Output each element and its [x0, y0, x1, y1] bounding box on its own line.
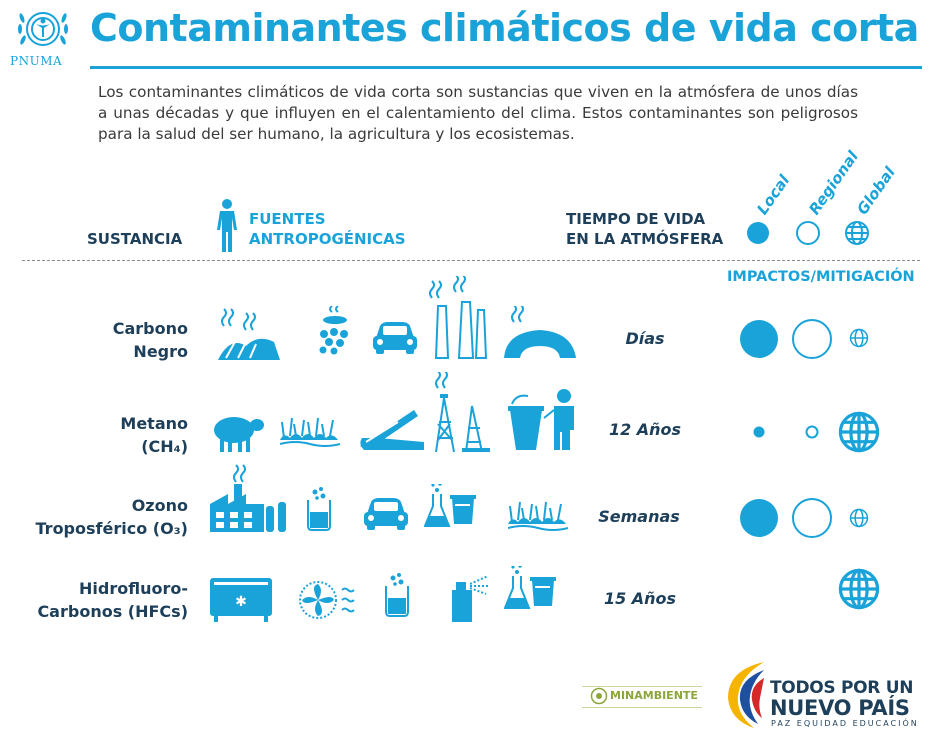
refrigerator-icon: ✱ [210, 578, 272, 622]
substance-name: Metano [120, 414, 188, 433]
cookstove-icon [319, 306, 348, 355]
minambiente-logo [582, 686, 702, 708]
nuevo-pais-text: NUEVO PAÍS [770, 696, 910, 720]
substance-name: Ozono [131, 496, 188, 515]
column-header-impactos: IMPACTOS/MITIGACIÓN [727, 269, 915, 285]
impact-regional-large-icon [792, 319, 832, 359]
substance-name: (CH₄) [141, 437, 188, 456]
waste-bin-icon [508, 389, 574, 450]
impact-regional-large-icon [792, 498, 832, 538]
oil-rig-icon [435, 372, 490, 453]
substance-name: Troposférico (O₃) [35, 519, 188, 538]
row-metano-name: Metano (CH₄) [0, 412, 188, 458]
car-icon [364, 498, 408, 530]
page-title: Contaminantes climáticos de vida corta [90, 6, 919, 50]
row-carbono-negro-name: Carbono Negro [0, 317, 188, 363]
impact-global-large-icon [838, 568, 880, 610]
sheep-icon [214, 417, 264, 452]
field-burning-icon [218, 308, 280, 360]
beaker-icon [307, 486, 331, 531]
row-ozono-name: Ozono Troposférico (O₃) [0, 494, 188, 540]
flask-icon [504, 566, 557, 609]
impact-global-small-icon [849, 508, 869, 528]
column-header-tiempo: TIEMPO DE VIDA EN LA ATMÓSFERA [566, 209, 723, 249]
minambiente-text: MINAMBIENTE [610, 689, 698, 702]
row-ozono-lifetime: Semanas [598, 507, 680, 526]
tiempo-line-2: EN LA ATMÓSFERA [566, 230, 724, 248]
impact-regional-tiny-icon [805, 425, 819, 439]
todos-por-un-nuevo-pais-emblem-icon [728, 662, 764, 728]
impact-global-small-icon [849, 328, 869, 348]
substance-name: Hidrofluoro- [79, 579, 188, 598]
legend-local-icon [747, 222, 769, 244]
header-divider [22, 260, 920, 261]
industrial-plant-icon [210, 464, 286, 532]
title-underline [90, 66, 922, 69]
fuentes-line-2: ANTROPOGÉNICAS [249, 230, 406, 248]
car-icon [373, 322, 417, 354]
row-carbono-negro-lifetime: Días [625, 329, 665, 348]
logo-text: PNUMA [10, 54, 63, 68]
row-hfc-name: Hidrofluoro- Carbonos (HFCs) [0, 577, 188, 623]
column-header-sustancia: SUSTANCIA [87, 230, 183, 248]
column-header-fuentes: FUENTES ANTROPOGÉNICAS [249, 209, 406, 249]
impact-local-tiny-icon [753, 426, 765, 438]
flask-icon [424, 484, 477, 527]
row-metano-lifetime: 12 Años [608, 420, 682, 439]
scale-label-local: Local [753, 171, 794, 218]
paddy-field-icon [508, 501, 569, 531]
open-bag-icon [360, 410, 424, 450]
person-icon [217, 199, 237, 252]
scale-label-global: Global [853, 163, 899, 218]
pnuma-logo-icon [18, 12, 68, 46]
beaker-icon [385, 572, 409, 617]
fuentes-line-1: FUENTES [249, 210, 326, 228]
colombia-seal-icon [590, 687, 608, 705]
tiempo-line-1: TIEMPO DE VIDA [566, 210, 706, 228]
rice-paddy-icon [280, 417, 341, 447]
svg-text:✱: ✱ [235, 594, 247, 610]
impact-local-large-icon [740, 320, 778, 358]
substance-name: Negro [133, 342, 188, 361]
factory-chimneys-icon [429, 276, 488, 359]
todos-por-un-text: TODOS POR UN [770, 678, 914, 698]
row-hfc-lifetime: 15 Años [603, 589, 677, 608]
legend-regional-icon [796, 221, 820, 245]
substance-name: Carbonos (HFCs) [37, 602, 188, 621]
legend-global-icon [845, 221, 869, 245]
impact-global-large-icon [838, 411, 880, 453]
air-conditioner-fan-icon [299, 581, 355, 619]
impact-local-large-icon [740, 499, 778, 537]
paz-equidad-educacion-text: PAZ EQUIDAD EDUCACIÓN [771, 719, 919, 728]
intro-paragraph: Los contaminantes climáticos de vida cor… [98, 83, 858, 143]
substance-name: Carbono [112, 319, 188, 338]
kiln-icon [504, 306, 576, 358]
spray-can-icon [452, 575, 489, 622]
